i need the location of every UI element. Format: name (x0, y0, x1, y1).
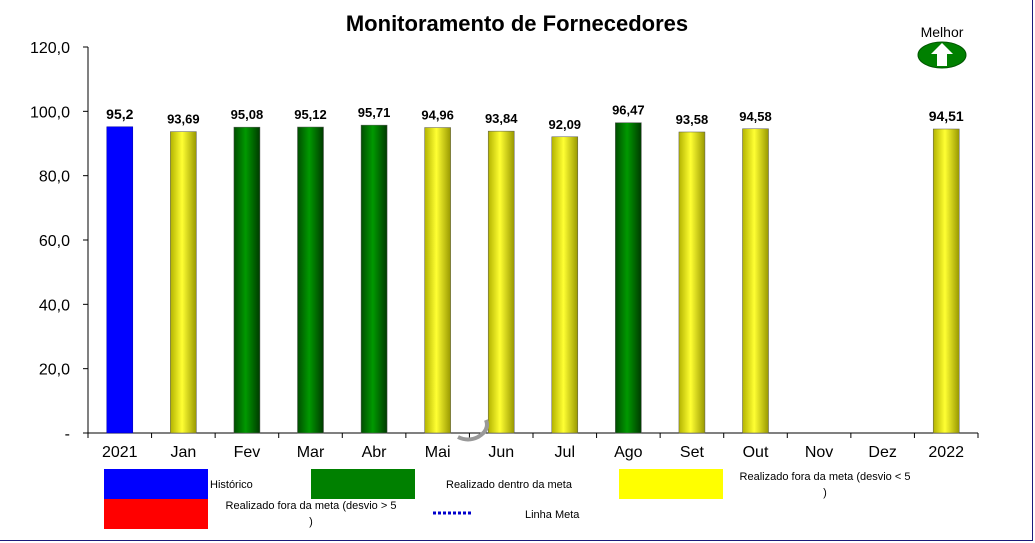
x-tick-label: Ago (614, 444, 643, 461)
x-axis: 2021 Jan Fev Mar Abr Mai Jun Jul Ago Set Out Nov Dez… (87, 432, 979, 461)
legend-label-historico: Histórico (210, 479, 253, 491)
bar-mar (297, 126, 324, 434)
y-axis: - 20,0 40,0 60,0 80,0 100,0 120,0 (30, 40, 89, 443)
y-tick-label: - (65, 426, 70, 443)
x-tick-label: Set (680, 444, 705, 461)
y-tick-label: 40,0 (39, 297, 70, 314)
legend: Histórico Realizado dentro da meta Realiza… (104, 469, 910, 529)
y-tick-label: 100,0 (30, 104, 70, 121)
x-tick-label: Abr (362, 444, 388, 461)
y-tick-label: 120,0 (30, 40, 70, 57)
x-tick-label: Dez (868, 444, 896, 461)
x-tick-label: Nov (805, 444, 833, 461)
data-label: 94,58 (739, 109, 772, 124)
x-tick-label: 2022 (928, 444, 964, 461)
legend-label-fora-menor: Realizado fora da meta (desvio < 5) (740, 471, 911, 499)
x-tick-label: Jun (488, 444, 514, 461)
stray-mark (457, 419, 489, 442)
bar-jun (487, 130, 515, 434)
legend-swatch-dentro (311, 469, 415, 499)
x-tick-label: Jul (555, 444, 575, 461)
bars (106, 122, 960, 434)
y-tick-label: 60,0 (39, 233, 70, 250)
legend-label-fora-maior: Realizado fora da meta (desvio > 5) (226, 500, 397, 528)
bar-ago (615, 122, 642, 434)
bar-2021 (106, 126, 134, 434)
x-tick-label: Mar (297, 444, 325, 461)
legend-label-dentro: Realizado dentro da meta (446, 479, 573, 491)
bar-jan (170, 131, 197, 434)
data-label: 95,71 (358, 105, 391, 120)
x-tick-label: Mai (425, 444, 451, 461)
melhor-indicator: Melhor (917, 24, 967, 69)
data-label: 92,09 (549, 117, 582, 132)
x-tick-label: Out (743, 444, 769, 461)
legend-swatch-fora-menor (619, 469, 723, 499)
bar-out (742, 128, 769, 434)
data-label: 95,08 (231, 107, 264, 122)
data-label: 95,2 (106, 106, 133, 122)
y-tick-label: 80,0 (39, 169, 70, 186)
bar-set (678, 131, 706, 434)
x-tick-label: 2021 (102, 444, 138, 461)
data-label: 95,12 (294, 107, 327, 122)
bar-mai (424, 127, 451, 434)
data-labels: 95,2 93,69 95,08 95,12 95,71 94,96 93,84 92,09 9… (106, 103, 964, 132)
legend-swatch-historico (104, 469, 208, 499)
data-label: 93,84 (485, 111, 518, 126)
x-tick-label: Jan (170, 444, 196, 461)
bar-abr (360, 124, 388, 434)
bar-2022 (932, 128, 960, 434)
data-label: 93,58 (676, 112, 709, 127)
y-tick-label: 20,0 (39, 362, 70, 379)
data-label: 96,47 (612, 103, 645, 118)
legend-label-linha-meta: Linha Meta (525, 509, 580, 521)
data-label: 94,96 (421, 108, 454, 123)
legend-swatch-fora-maior (104, 499, 208, 529)
data-label: 93,69 (167, 112, 200, 127)
data-label: 94,51 (929, 108, 964, 124)
x-tick-label: Fev (234, 444, 261, 461)
up-arrow-icon (917, 41, 967, 69)
melhor-label: Melhor (921, 24, 964, 40)
bar-jul (551, 136, 579, 434)
chart-title: Monitoramento de Fornecedores (346, 11, 688, 36)
bar-fev (233, 126, 261, 434)
